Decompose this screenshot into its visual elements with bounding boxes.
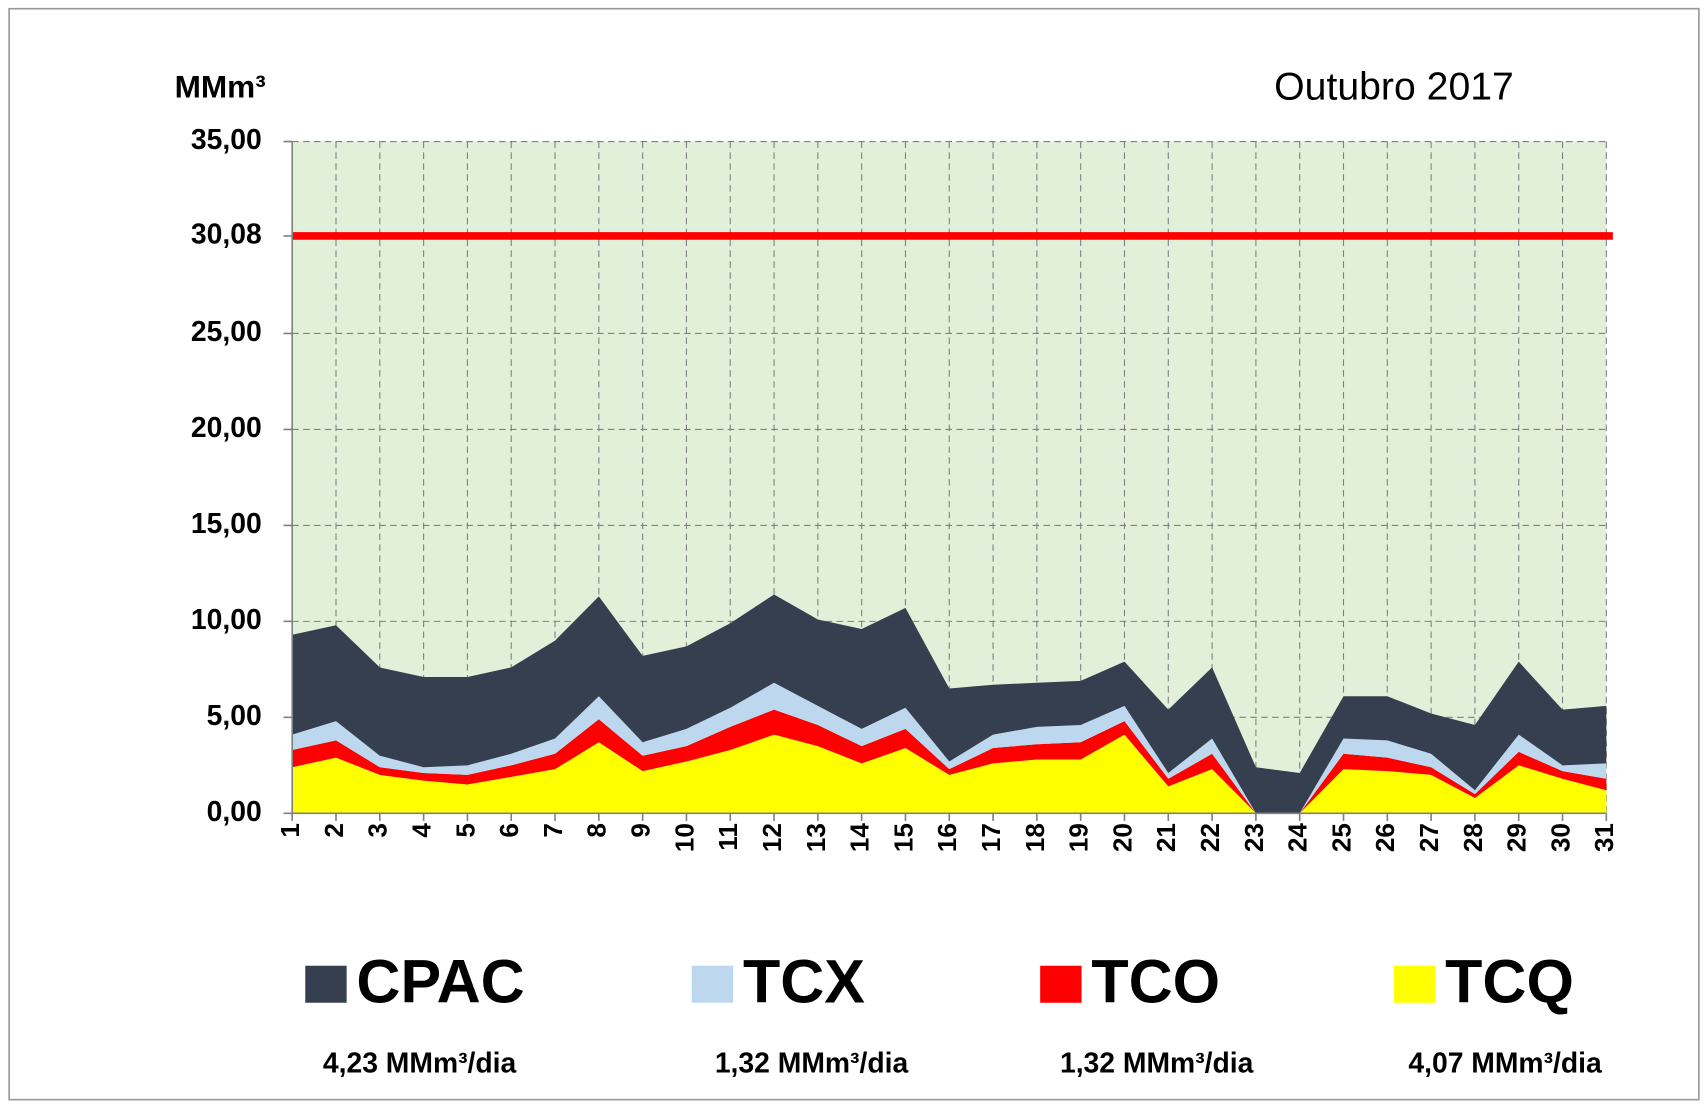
x-tick-label: 13 (801, 823, 831, 852)
x-tick-label: 8 (582, 823, 612, 838)
y-tick-label: 10,00 (191, 603, 262, 635)
x-tick-label: 21 (1151, 823, 1181, 852)
legend-note: 1,32 MMm³/dia (1060, 1046, 1254, 1078)
x-tick-label: 19 (1064, 823, 1094, 852)
x-tick-label: 27 (1414, 823, 1444, 852)
x-tick-label: 25 (1326, 823, 1356, 852)
area (292, 734, 1607, 814)
y-tick-label: 30,08 (191, 217, 262, 249)
x-tick-label: 20 (1107, 823, 1137, 852)
legend-swatch (1394, 965, 1436, 1003)
legend-swatch (691, 965, 734, 1003)
x-tick-label: 1 (275, 823, 305, 838)
legend-swatch (305, 965, 347, 1003)
legend-note: 4,07 MMm³/dia (1408, 1046, 1602, 1078)
x-tick-label: 5 (450, 823, 480, 838)
y-tick-label: 35,00 (191, 123, 262, 155)
y-tick-label: 20,00 (191, 411, 262, 443)
x-tick-label: 18 (1020, 823, 1050, 852)
y-tick-label: 5,00 (207, 699, 262, 731)
x-tick-label: 4 (407, 823, 437, 838)
x-tick-label: 3 (363, 823, 393, 838)
x-tick-label: 29 (1502, 823, 1532, 852)
legend-label: TCQ (1445, 948, 1574, 1016)
x-tick-label: 30 (1545, 823, 1575, 852)
x-tick-label: 2 (319, 823, 349, 838)
chart-title: Outubro 2017 (1274, 66, 1514, 109)
x-tick-label: 11 (713, 823, 743, 851)
legend-label: TCX (743, 948, 865, 1016)
x-tick-label: 9 (626, 823, 656, 838)
x-tick-label: 28 (1458, 823, 1488, 852)
legend-label: TCO (1091, 948, 1220, 1016)
x-tick-label: 6 (494, 823, 524, 838)
x-tick-label: 12 (757, 823, 787, 852)
x-tick-label: 15 (888, 823, 918, 852)
legend-note: 4,23 MMm³/dia (323, 1046, 517, 1078)
x-tick-label: 26 (1370, 823, 1400, 852)
x-tick-label: 31 (1589, 823, 1619, 852)
x-tick-label: 16 (932, 823, 962, 852)
area (292, 682, 1607, 814)
x-tick-label: 23 (1239, 823, 1269, 852)
area (292, 594, 1607, 814)
legend-swatch (1040, 965, 1082, 1003)
y-tick-label: 0,00 (207, 795, 262, 827)
y-tick-label: 15,00 (191, 507, 262, 539)
x-tick-label: 7 (538, 823, 568, 838)
x-tick-label: 17 (976, 823, 1006, 852)
x-tick-label: 22 (1195, 823, 1225, 852)
x-tick-label: 24 (1283, 823, 1313, 853)
area (292, 709, 1607, 814)
y-axis-label: MMm³ (175, 69, 266, 105)
x-tick-label: 14 (845, 823, 875, 853)
y-tick-label: 25,00 (191, 315, 262, 347)
legend-note: 1,32 MMm³/dia (715, 1046, 909, 1078)
legend-label: CPAC (356, 948, 524, 1016)
x-tick-label: 10 (669, 823, 699, 852)
